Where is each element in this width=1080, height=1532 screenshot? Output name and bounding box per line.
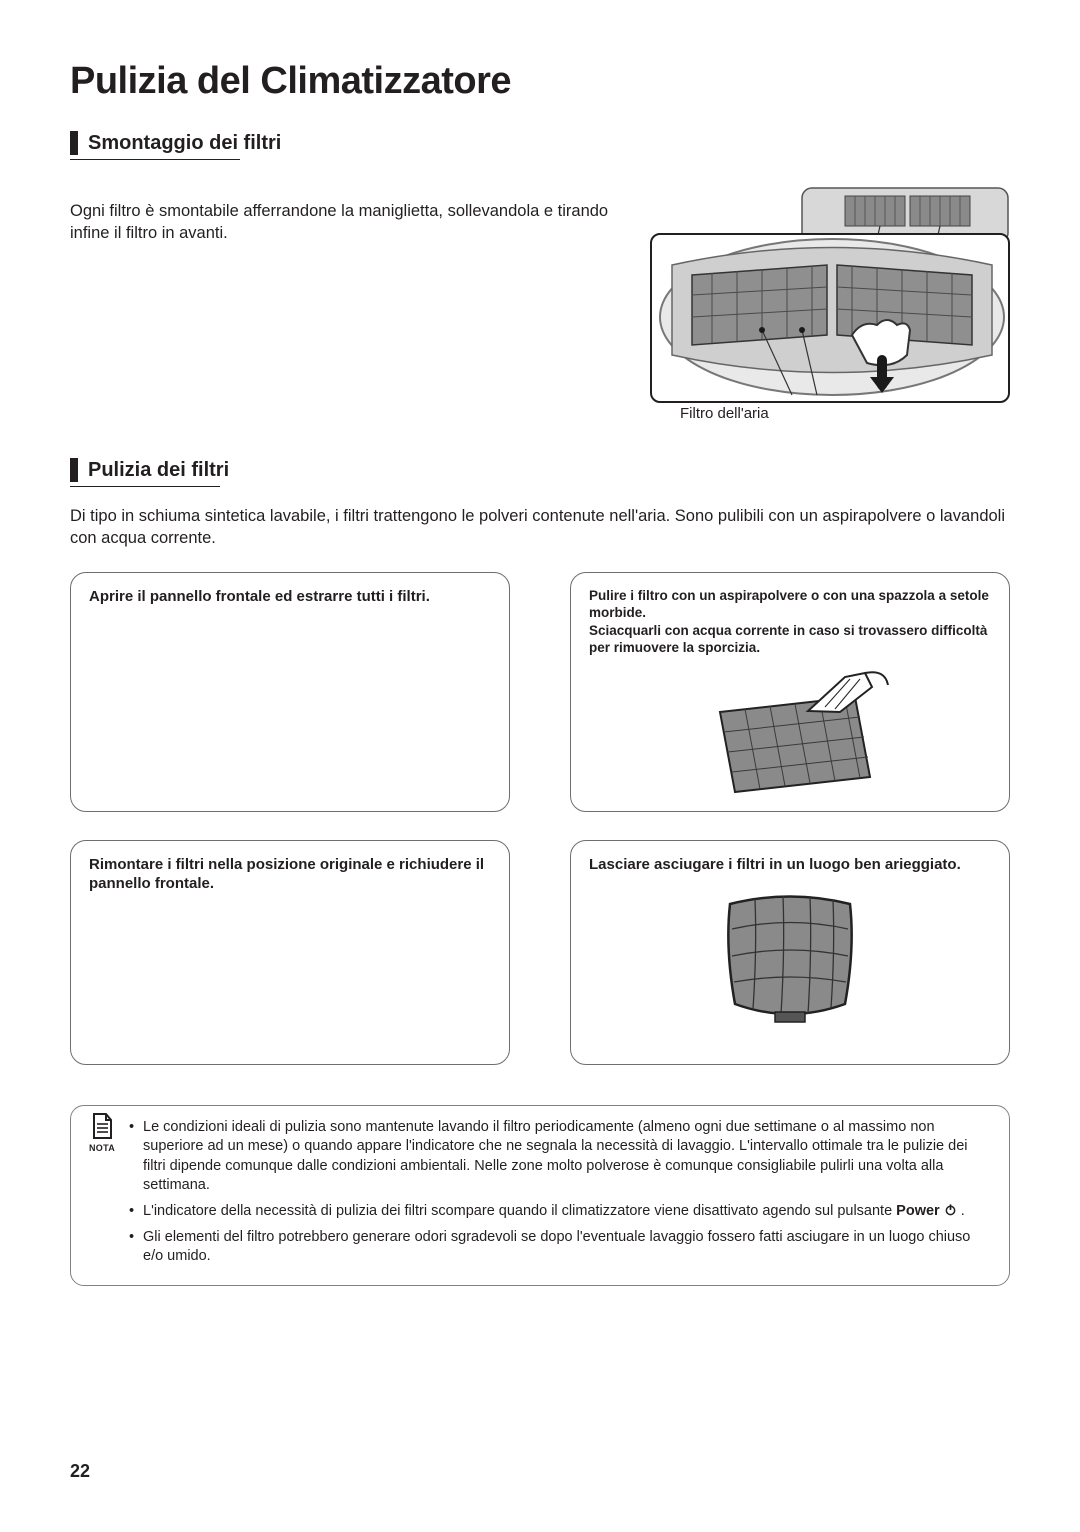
nota-item: Le condizioni ideali di pulizia sono man… — [129, 1118, 991, 1196]
section-smontaggio-content: Ogni filtro è smontabile afferrandone la… — [70, 178, 1010, 428]
section-bar-icon — [70, 131, 78, 155]
section-heading-text: Pulizia dei filtri — [88, 459, 229, 482]
step-text: Rimontare i filtri nella posizione origi… — [89, 855, 491, 894]
power-label: Power — [896, 1203, 940, 1219]
step-text: Lasciare asciugare i filtri in un luogo … — [589, 855, 991, 875]
step-box-3: Rimontare i filtri nella posizione origi… — [70, 840, 510, 1065]
filter-label: Filtro dell'aria — [680, 405, 769, 422]
section-heading-smontaggio: Smontaggio dei filtri — [70, 131, 1010, 155]
step-text: Pulire i filtro con un aspirapolvere o c… — [589, 587, 991, 622]
page-number: 22 — [70, 1461, 90, 1482]
step-box-2: Pulire i filtro con un aspirapolvere o c… — [570, 572, 1010, 812]
nota-list: Le condizioni ideali di pulizia sono man… — [129, 1118, 991, 1267]
ac-filter-figure: Filtro dell'aria — [650, 178, 1010, 428]
section-underline — [70, 486, 220, 487]
section2-intro: Di tipo in schiuma sintetica lavabile, i… — [70, 505, 1010, 550]
step-box-4: Lasciare asciugare i filtri in un luogo … — [570, 840, 1010, 1065]
nota-label: NOTA — [83, 1142, 121, 1154]
steps-grid: Aprire il pannello frontale ed estrarre … — [70, 572, 1010, 1065]
ac-unit-large-icon — [652, 235, 1012, 405]
nota-item: Gli elementi del filtro potrebbero gener… — [129, 1228, 991, 1267]
vacuum-filter-figure — [589, 667, 991, 797]
step-text: Sciacquarli con acqua corrente in caso s… — [589, 622, 991, 657]
section1-body: Ogni filtro è smontabile afferrandone la… — [70, 178, 630, 428]
dry-filter-figure — [589, 884, 991, 1034]
step-text: Aprire il pannello frontale ed estrarre … — [89, 587, 491, 607]
nota-icon-wrap: NOTA — [83, 1112, 121, 1154]
nota-box: NOTA Le condizioni ideali di pulizia son… — [70, 1105, 1010, 1286]
page-title: Pulizia del Climatizzatore — [70, 60, 1010, 103]
section-heading-pulizia: Pulizia dei filtri — [70, 458, 1010, 482]
nota-item-text: L'indicatore della necessità di pulizia … — [143, 1203, 892, 1219]
section-bar-icon — [70, 458, 78, 482]
section-heading-text: Smontaggio dei filtri — [88, 132, 281, 155]
note-icon — [90, 1112, 114, 1140]
step-box-1: Aprire il pannello frontale ed estrarre … — [70, 572, 510, 812]
nota-item: L'indicatore della necessità di pulizia … — [129, 1202, 991, 1222]
power-icon — [944, 1203, 957, 1216]
section-underline — [70, 159, 240, 160]
